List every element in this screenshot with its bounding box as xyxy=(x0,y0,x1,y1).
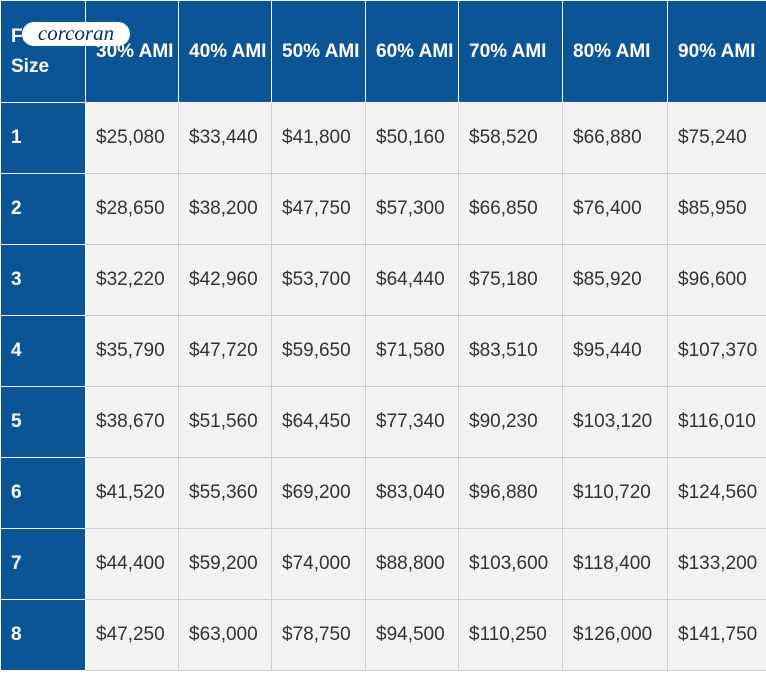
cell: $107,370 xyxy=(667,315,766,387)
cell: $133,200 xyxy=(667,528,766,600)
cell: $77,340 xyxy=(365,386,459,458)
cell: $44,400 xyxy=(85,528,179,600)
cell: $57,300 xyxy=(365,173,459,245)
cell: $59,200 xyxy=(178,528,272,600)
row-label: 4 xyxy=(0,315,86,387)
logo: corcoran xyxy=(22,22,130,46)
cell: $75,180 xyxy=(458,244,563,316)
cell: $47,250 xyxy=(85,599,179,671)
cell: $124,560 xyxy=(667,457,766,529)
cell: $33,440 xyxy=(178,102,272,174)
row-label: 8 xyxy=(0,599,86,671)
cell: $83,510 xyxy=(458,315,563,387)
cell: $74,000 xyxy=(271,528,366,600)
cell: $41,520 xyxy=(85,457,179,529)
cell: $66,850 xyxy=(458,173,563,245)
cell: $110,720 xyxy=(562,457,668,529)
cell: $63,000 xyxy=(178,599,272,671)
header-cell: Family Size xyxy=(0,0,86,103)
cell: $38,670 xyxy=(85,386,179,458)
cell: $42,960 xyxy=(178,244,272,316)
cell: $96,880 xyxy=(458,457,563,529)
table-body: 1 $25,080 $33,440 $41,800 $50,160 $58,520 $66,… xyxy=(0,102,766,671)
cell: $85,920 xyxy=(562,244,668,316)
cell: $94,500 xyxy=(365,599,459,671)
cell: $66,880 xyxy=(562,102,668,174)
header-cell: 80% AMI xyxy=(562,0,668,103)
cell: $53,700 xyxy=(271,244,366,316)
row-label: 5 xyxy=(0,386,86,458)
cell: $47,750 xyxy=(271,173,366,245)
cell: $64,450 xyxy=(271,386,366,458)
cell: $78,750 xyxy=(271,599,366,671)
row-label: 3 xyxy=(0,244,86,316)
cell: $141,750 xyxy=(667,599,766,671)
table-row: 3 $32,220 $42,960 $53,700 $64,440 $75,180 $85,… xyxy=(0,244,766,316)
cell: $95,440 xyxy=(562,315,668,387)
cell: $55,360 xyxy=(178,457,272,529)
cell: $88,800 xyxy=(365,528,459,600)
row-label: 7 xyxy=(0,528,86,600)
cell: $103,120 xyxy=(562,386,668,458)
cell: $90,230 xyxy=(458,386,563,458)
table-row: 4 $35,790 $47,720 $59,650 $71,580 $83,510 $95,… xyxy=(0,315,766,387)
header-cell: 40% AMI xyxy=(178,0,272,103)
row-label: 2 xyxy=(0,173,86,245)
row-label: 1 xyxy=(0,102,86,174)
cell: $85,950 xyxy=(667,173,766,245)
cell: $25,080 xyxy=(85,102,179,174)
cell: $28,650 xyxy=(85,173,179,245)
cell: $64,440 xyxy=(365,244,459,316)
header-cell: 30% AMI xyxy=(85,0,179,103)
table-row: 5 $38,670 $51,560 $64,450 $77,340 $90,230 $103… xyxy=(0,386,766,458)
table-row: 6 $41,520 $55,360 $69,200 $83,040 $96,880 $110… xyxy=(0,457,766,529)
cell: $75,240 xyxy=(667,102,766,174)
cell: $58,520 xyxy=(458,102,563,174)
header-cell: 50% AMI xyxy=(271,0,366,103)
table-row: 1 $25,080 $33,440 $41,800 $50,160 $58,520 $66,… xyxy=(0,102,766,174)
cell: $110,250 xyxy=(458,599,563,671)
row-label: 6 xyxy=(0,457,86,529)
cell: $103,600 xyxy=(458,528,563,600)
cell: $69,200 xyxy=(271,457,366,529)
header-cell: 90% AMI xyxy=(667,0,766,103)
cell: $126,000 xyxy=(562,599,668,671)
header-cell: 60% AMI xyxy=(365,0,459,103)
cell: $76,400 xyxy=(562,173,668,245)
cell: $118,400 xyxy=(562,528,668,600)
cell: $35,790 xyxy=(85,315,179,387)
cell: $51,560 xyxy=(178,386,272,458)
cell: $59,650 xyxy=(271,315,366,387)
header-cell: 70% AMI xyxy=(458,0,563,103)
cell: $38,200 xyxy=(178,173,272,245)
cell: $47,720 xyxy=(178,315,272,387)
cell: $71,580 xyxy=(365,315,459,387)
cell: $83,040 xyxy=(365,457,459,529)
cell: $116,010 xyxy=(667,386,766,458)
table-row: 7 $44,400 $59,200 $74,000 $88,800 $103,600 $11… xyxy=(0,528,766,600)
table-row: 2 $28,650 $38,200 $47,750 $57,300 $66,850 $76,… xyxy=(0,173,766,245)
cell: $96,600 xyxy=(667,244,766,316)
cell: $50,160 xyxy=(365,102,459,174)
table-row: 8 $47,250 $63,000 $78,750 $94,500 $110,250 $12… xyxy=(0,599,766,671)
cell: $32,220 xyxy=(85,244,179,316)
cell: $41,800 xyxy=(271,102,366,174)
